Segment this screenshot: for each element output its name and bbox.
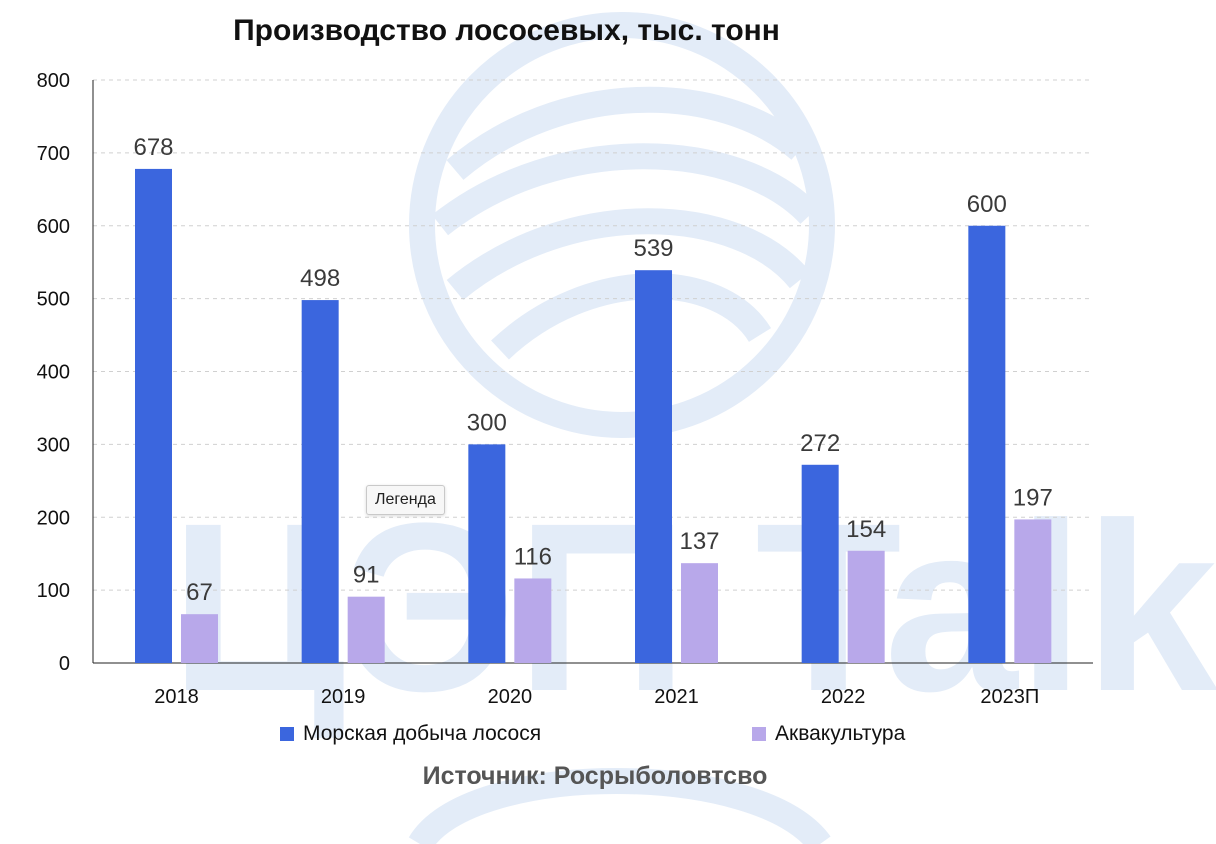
data-label-marine: 498: [300, 265, 340, 292]
y-tick-label: 600: [37, 216, 70, 238]
data-label-marine: 678: [133, 134, 173, 161]
x-tick-label: 2022: [821, 686, 866, 708]
y-tick-label: 800: [37, 70, 70, 92]
bar-aquaculture: [514, 578, 552, 663]
data-label-aquaculture: 197: [1013, 484, 1053, 511]
data-label-aquaculture: 91: [353, 562, 380, 589]
source-note: Источник: Росрыболовтсво: [422, 762, 768, 790]
bar-marine: [468, 444, 506, 663]
bar-marine: [301, 300, 339, 663]
x-tick-label: 2019: [321, 686, 366, 708]
legend-swatch-marine: [280, 727, 294, 741]
legend: Морская добыча лосося Аквакультура: [0, 722, 1216, 750]
bar-aquaculture: [1014, 519, 1052, 663]
data-label-marine: 272: [800, 430, 840, 457]
data-label-aquaculture: 154: [846, 516, 886, 543]
grid-lines: [93, 79, 1093, 591]
labels: 678 67 498 91 300 116 539 137 272 154 600 197: [133, 134, 1052, 606]
bar-aquaculture: [681, 563, 718, 663]
bar-marine: [968, 225, 1006, 663]
data-label-marine: 600: [967, 191, 1007, 218]
bar-marine: [801, 464, 839, 663]
legend-item-aquaculture[interactable]: Аквакультура: [752, 722, 905, 746]
bars: [135, 168, 1052, 663]
y-tick-label: 200: [37, 507, 70, 529]
bar-marine: [635, 270, 672, 663]
data-label-marine: 539: [633, 235, 673, 262]
bar-marine: [135, 168, 172, 663]
y-tick-label: 400: [37, 362, 70, 384]
y-tick-label: 500: [37, 289, 70, 311]
x-tick-label: 2023П: [980, 686, 1039, 708]
data-label-aquaculture: 137: [679, 528, 719, 555]
legend-swatch-aquaculture: [752, 727, 766, 741]
legend-tooltip: Легенда: [366, 485, 445, 515]
data-label-marine: 300: [467, 409, 507, 436]
y-tick-label: 700: [37, 143, 70, 165]
bar-aquaculture: [181, 614, 218, 663]
y-tick-label: 300: [37, 434, 70, 456]
bar-aquaculture: [347, 596, 385, 663]
y-tick-label: 0: [59, 653, 70, 675]
x-tick-label: 2021: [654, 686, 699, 708]
legend-label-marine: Морская добыча лосося: [303, 722, 542, 745]
data-label-aquaculture: 116: [514, 543, 552, 570]
x-tick-label: 2020: [488, 686, 533, 708]
legend-label-aquaculture: Аквакультура: [775, 722, 906, 745]
y-tick-label: 100: [37, 580, 70, 602]
x-tick-label: 2018: [154, 686, 199, 708]
axes: 0 100 200 300 400 500 600 700 800 2018 2019 2020 202…: [37, 70, 1093, 708]
chart-title: Производство лососевых, тыс. тонн: [233, 14, 780, 47]
data-label-aquaculture: 67: [186, 579, 213, 606]
legend-item-marine[interactable]: Морская добыча лосося: [280, 722, 541, 746]
bar-aquaculture: [847, 550, 885, 663]
